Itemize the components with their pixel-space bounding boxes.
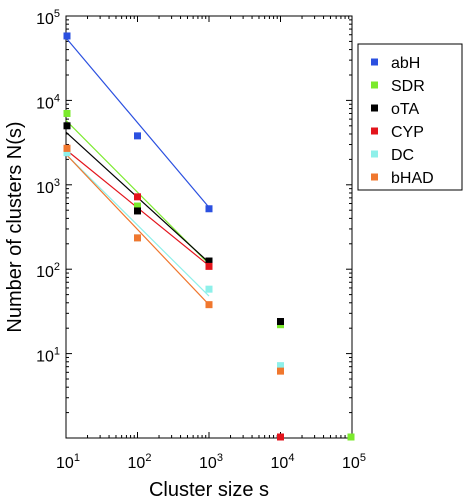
y-tick-label: 103: [36, 177, 60, 197]
x-tick-label: 101: [56, 452, 80, 472]
data-points: [63, 32, 355, 441]
point-abH: [63, 32, 71, 40]
y-tick-labels: 101 102 103 104 105: [36, 8, 60, 366]
point-bHAD: [63, 144, 71, 152]
legend-marker-abH: [371, 58, 378, 66]
plot-frame: [65, 15, 353, 439]
point-CYP: [205, 262, 213, 270]
fit-line-bHAD: [65, 153, 210, 306]
legend-marker-SDR: [371, 81, 378, 89]
legend-marker-DC: [371, 150, 378, 158]
fit-line-DC: [65, 153, 210, 297]
legend-marker-bHAD: [371, 173, 378, 181]
point-SDR: [63, 109, 71, 117]
point-SDR: [347, 433, 355, 441]
y-tick-label: 104: [36, 92, 60, 112]
point-DC: [277, 362, 284, 370]
point-oTA: [134, 207, 141, 215]
x-tick-label: 103: [199, 452, 223, 472]
legend-marker-oTA: [371, 104, 378, 112]
legend-label-SDR: SDR: [391, 78, 425, 95]
legend-label-abH: abH: [391, 55, 420, 72]
legend-label-CYP: CYP: [391, 124, 424, 141]
legend: abH SDR oTA CYP DC bHAD: [357, 43, 463, 191]
y-axis-label: Number of clusters N(s): [4, 121, 26, 332]
plot-area: [63, 15, 355, 441]
legend-label-oTA: oTA: [391, 101, 419, 118]
x-tick-label: 104: [271, 452, 295, 472]
x-axis-label: Cluster size s: [149, 479, 269, 501]
point-bHAD: [134, 234, 141, 242]
y-tick-label: 105: [36, 8, 60, 28]
point-abH: [134, 132, 141, 140]
point-bHAD: [205, 301, 213, 309]
fit-line-abH: [65, 37, 210, 208]
point-oTA: [63, 122, 71, 130]
legend-label-bHAD: bHAD: [391, 170, 434, 187]
point-oTA: [277, 318, 284, 326]
legend-label-DC: DC: [391, 147, 414, 164]
point-bHAD: [277, 367, 284, 375]
x-tick-label: 105: [342, 452, 366, 472]
point-CYP: [277, 433, 284, 441]
point-CYP: [134, 193, 141, 201]
y-tick-label: 101: [36, 346, 60, 366]
point-oTA: [205, 257, 213, 265]
legend-box: [357, 43, 463, 191]
point-DC: [63, 149, 71, 157]
x-tick-label: 102: [128, 452, 152, 472]
x-tick-labels: 101 102 103 104 105: [56, 452, 366, 472]
legend-marker-CYP: [371, 127, 378, 135]
axis-ticks: [65, 16, 352, 439]
point-SDR: [134, 202, 141, 210]
y-tick-label: 102: [36, 261, 60, 281]
point-DC: [205, 285, 213, 293]
point-abH: [205, 205, 213, 213]
